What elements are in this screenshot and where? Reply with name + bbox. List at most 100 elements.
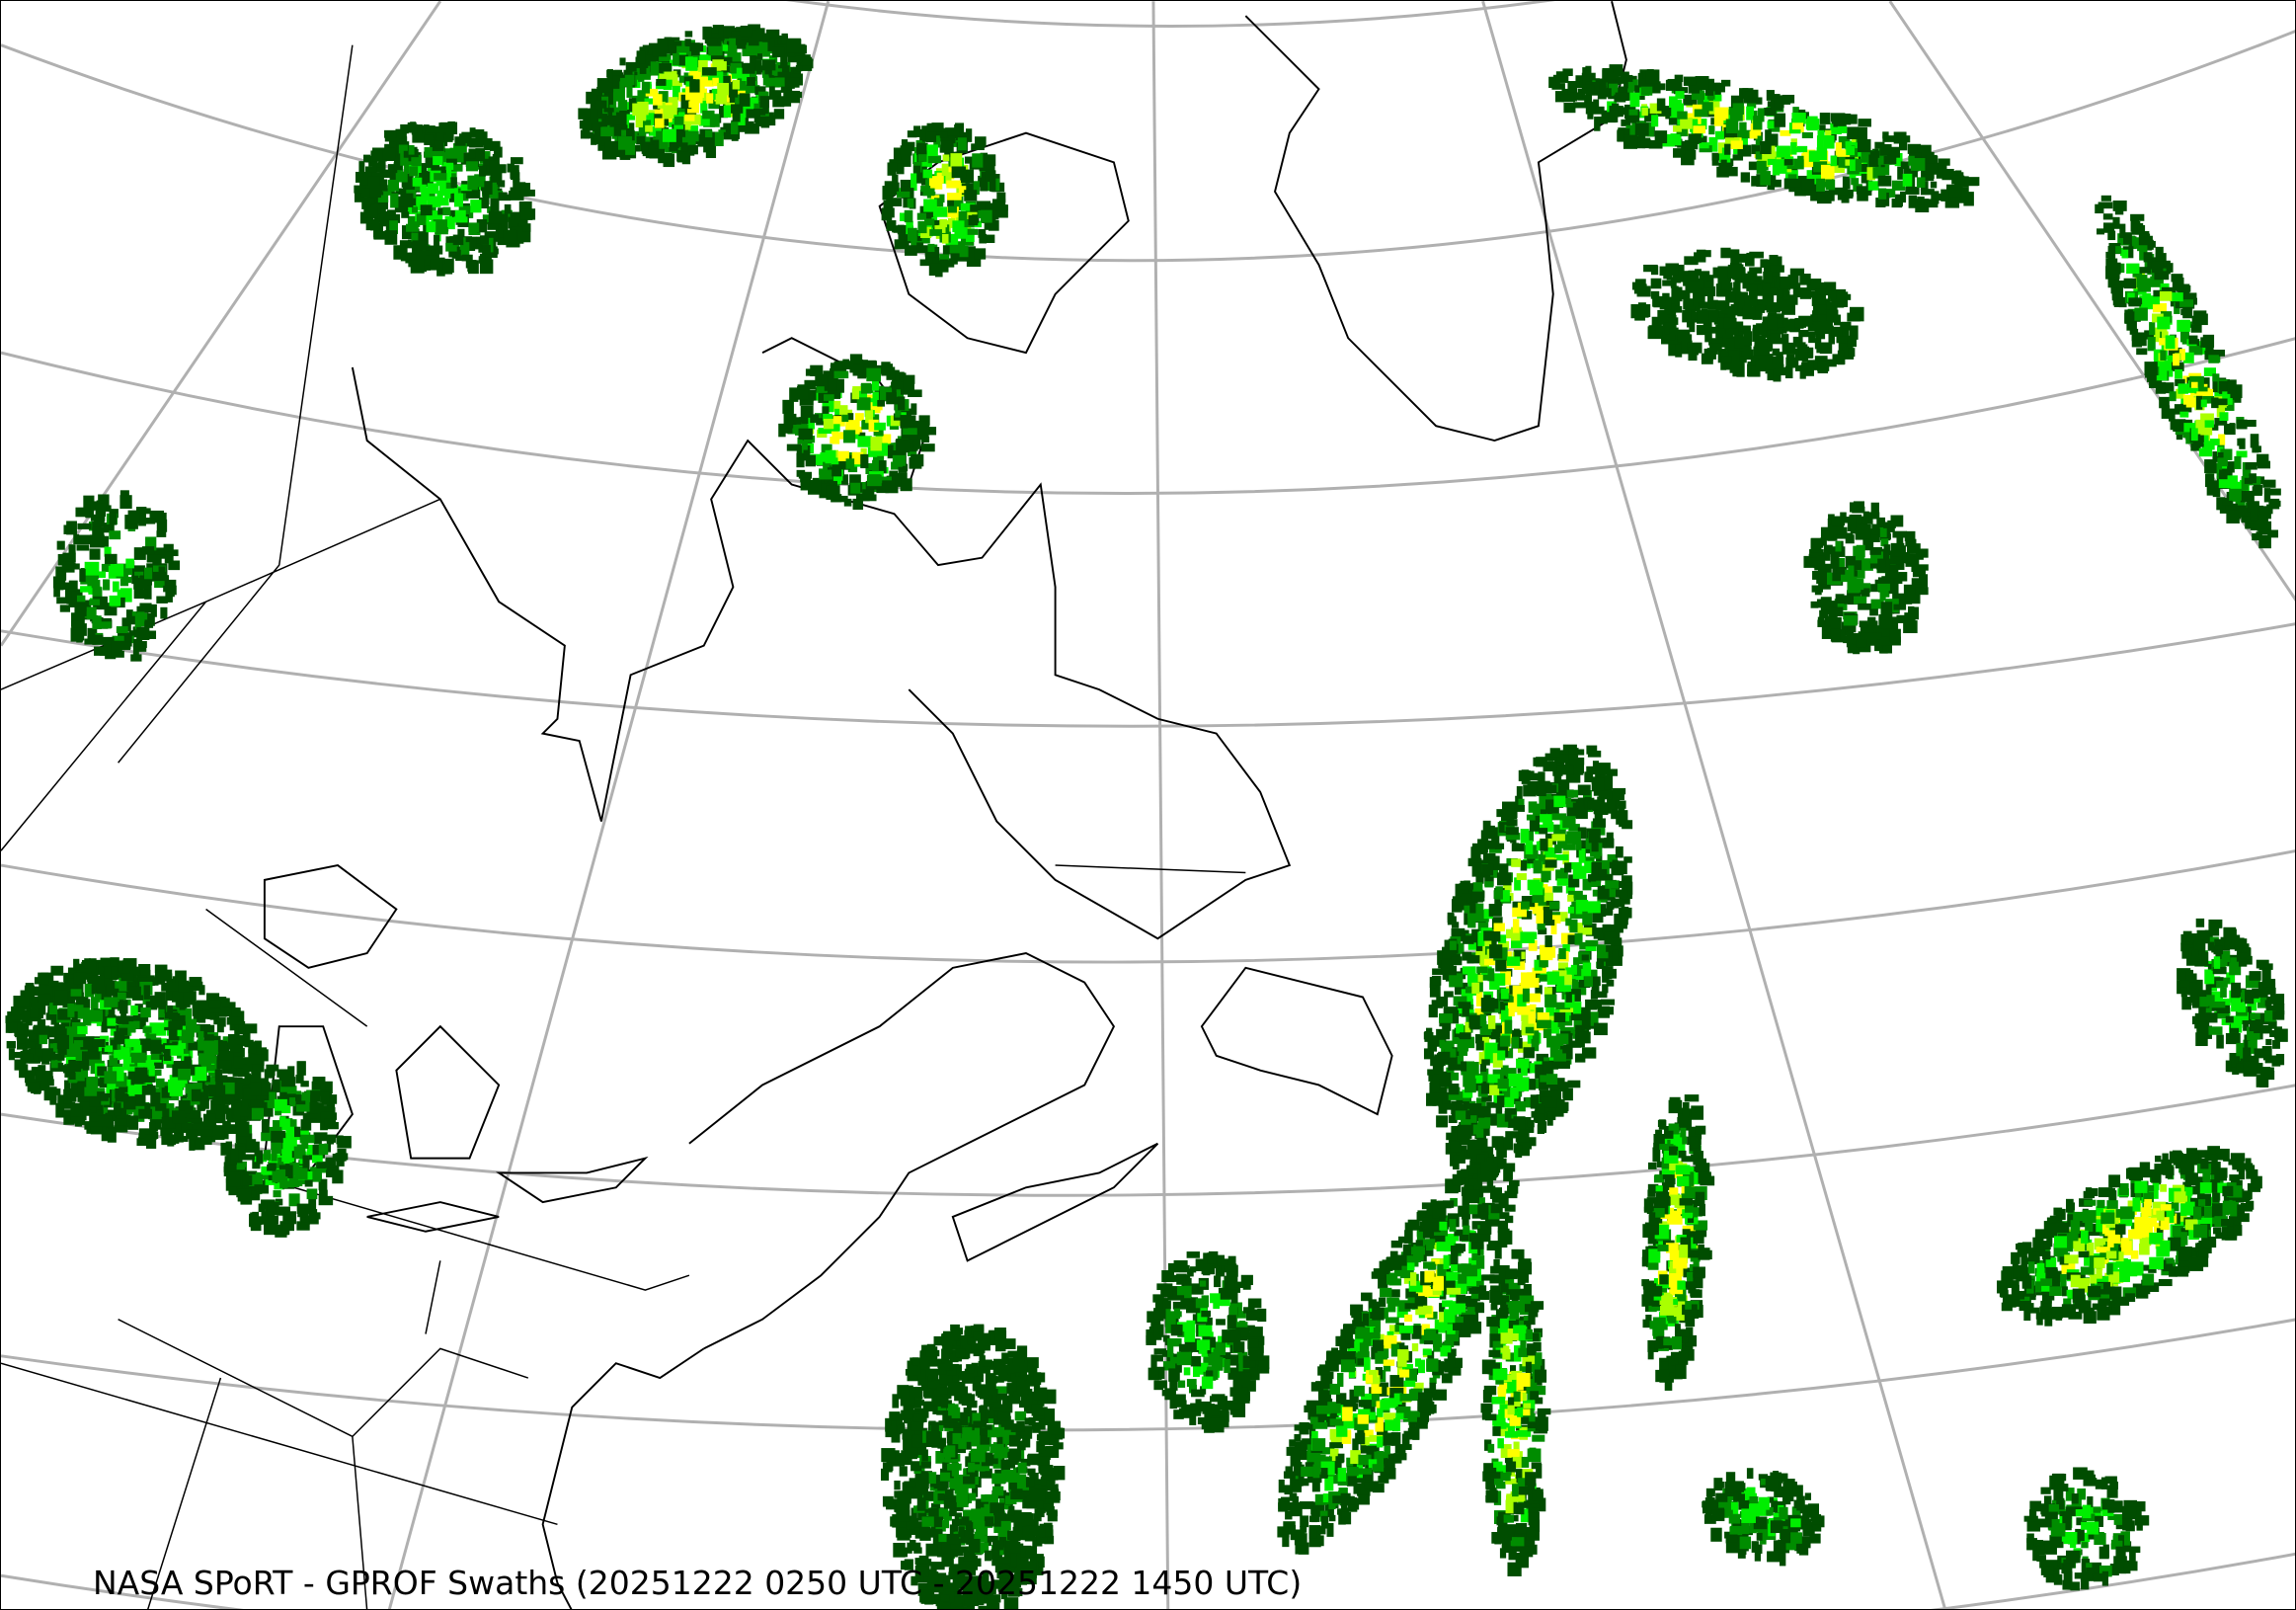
precip-pixel xyxy=(1561,88,1572,98)
precip-pixel xyxy=(1190,1355,1202,1367)
precip-pixel xyxy=(1853,644,1861,655)
precip-pixel xyxy=(900,415,909,429)
precip-pixel xyxy=(1502,808,1515,820)
precip-pixel xyxy=(1690,119,1699,132)
precip-pixel xyxy=(1554,844,1562,854)
precip-pixel xyxy=(519,227,531,243)
precip-pixel xyxy=(1294,1433,1302,1442)
precip-pixel xyxy=(1358,1400,1373,1408)
precip-pixel xyxy=(1398,1236,1406,1244)
precip-pixel xyxy=(1324,1360,1339,1372)
precip-pixel xyxy=(900,478,912,492)
precip-pixel xyxy=(1495,1159,1504,1167)
precip-pixel xyxy=(1542,892,1553,904)
precip-pixel xyxy=(797,386,809,400)
precip-pixel xyxy=(1656,98,1666,112)
precip-pixel xyxy=(1357,1414,1369,1424)
precip-pixel xyxy=(395,188,408,196)
precip-pixel xyxy=(1543,906,1553,922)
precip-pixel xyxy=(1445,1234,1459,1242)
precip-pixel xyxy=(1478,1052,1490,1065)
precip-pixel xyxy=(834,378,844,393)
precip-pixel xyxy=(783,90,798,100)
precip-pixel xyxy=(1394,1325,1403,1332)
precip-pixel xyxy=(1870,632,1885,643)
precip-pixel xyxy=(719,106,729,119)
precip-pixel xyxy=(363,206,378,218)
precip-pixel xyxy=(1504,1215,1514,1224)
precip-pixel xyxy=(1504,1190,1518,1199)
precip-pixel xyxy=(882,480,896,489)
precip-pixel xyxy=(2145,296,2161,305)
precip-pixel xyxy=(600,126,614,137)
precip-pixel xyxy=(2129,328,2139,335)
precip-pixel xyxy=(1507,1118,1517,1128)
precip-pixel xyxy=(1818,124,1826,132)
precip-pixel xyxy=(427,183,439,195)
precip-pixel xyxy=(1585,101,1596,115)
precip-pixel xyxy=(1664,322,1675,335)
precip-pixel xyxy=(651,148,665,158)
precip-pixel xyxy=(1290,1452,1301,1467)
precip-pixel xyxy=(1232,1389,1245,1404)
precip-pixel xyxy=(698,59,708,72)
precip-pixel xyxy=(1650,266,1659,276)
precip-pixel xyxy=(1859,583,1871,593)
precip-pixel xyxy=(1421,1202,1433,1210)
precip-pixel xyxy=(1346,1473,1358,1487)
precip-pixel xyxy=(1752,89,1759,101)
precip-pixel xyxy=(2223,503,2238,514)
precip-pixel xyxy=(1544,987,1552,998)
precip-pixel xyxy=(1372,1483,1385,1493)
precip-pixel xyxy=(2114,206,2124,215)
precip-pixel xyxy=(1724,166,1738,177)
precip-pixel xyxy=(2258,534,2271,549)
precip-pixel xyxy=(1480,1291,1490,1300)
precip-pixel xyxy=(467,264,474,273)
precip-pixel xyxy=(1386,1256,1393,1271)
precip-pixel xyxy=(1628,109,1638,116)
precip-pixel xyxy=(901,139,909,151)
precip-pixel xyxy=(1751,144,1761,155)
precip-pixel xyxy=(892,369,900,382)
precip-pixel xyxy=(1878,613,1893,629)
precip-pixel xyxy=(903,428,917,436)
precip-pixel xyxy=(1467,940,1482,950)
precip-pixel xyxy=(1317,1366,1330,1376)
precip-pixel xyxy=(1556,878,1571,886)
precip-pixel xyxy=(1604,931,1617,945)
precip-pixel xyxy=(1300,1526,1307,1533)
precip-pixel xyxy=(1484,881,1494,888)
precip-pixel xyxy=(1438,1103,1448,1114)
precip-pixel xyxy=(2204,459,2217,474)
precip-pixel xyxy=(1714,107,1729,121)
precip-pixel xyxy=(1480,830,1489,845)
precip-pixel xyxy=(1858,603,1871,610)
precip-pixel xyxy=(2111,291,2118,301)
precip-pixel xyxy=(611,87,625,102)
st-lawrence-coast xyxy=(688,952,1116,1350)
precip-pixel xyxy=(1502,1096,1515,1105)
precip-pixel xyxy=(894,397,902,411)
precip-pixel xyxy=(617,100,628,111)
precip-pixel xyxy=(408,239,415,246)
precip-pixel xyxy=(960,202,976,211)
precip-pixel xyxy=(1898,138,1908,151)
precip-pixel xyxy=(2114,246,2122,254)
precip-pixel xyxy=(1688,133,1702,143)
precip-pixel xyxy=(1787,275,1799,289)
precip-pixel xyxy=(1462,1006,1469,1017)
precip-pixel xyxy=(1329,1404,1341,1413)
precip-pixel xyxy=(1451,1125,1460,1137)
precip-pixel xyxy=(639,63,647,74)
precip-pixel xyxy=(1541,920,1555,926)
precip-pixel xyxy=(978,210,985,218)
precip-pixel xyxy=(1869,547,1881,555)
precip-pixel xyxy=(1432,1097,1443,1106)
precip-pixel xyxy=(404,161,414,174)
precip-pixel xyxy=(717,82,730,96)
precip-pixel xyxy=(2185,397,2196,408)
greenland-coast xyxy=(1244,1,1627,443)
precip-pixel xyxy=(1915,548,1929,558)
precip-pixel xyxy=(1721,356,1732,363)
